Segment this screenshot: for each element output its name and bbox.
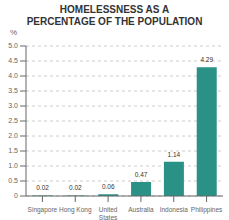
svg-text:2.0: 2.0 bbox=[8, 132, 18, 139]
svg-text:Indonesia: Indonesia bbox=[160, 206, 189, 213]
svg-text:0.06: 0.06 bbox=[102, 183, 115, 190]
svg-text:4.0: 4.0 bbox=[8, 72, 18, 79]
svg-text:1.14: 1.14 bbox=[168, 151, 181, 158]
svg-text:Hong Kong: Hong Kong bbox=[59, 206, 92, 214]
svg-text:5.0: 5.0 bbox=[8, 42, 18, 49]
svg-text:4.29: 4.29 bbox=[200, 56, 213, 63]
svg-text:1.0: 1.0 bbox=[8, 162, 18, 169]
svg-text:1.5: 1.5 bbox=[8, 147, 18, 154]
svg-text:Australia: Australia bbox=[128, 206, 154, 213]
svg-text:4.5: 4.5 bbox=[8, 57, 18, 64]
svg-text:0.02: 0.02 bbox=[69, 184, 82, 191]
svg-text:2.5: 2.5 bbox=[8, 117, 18, 124]
svg-text:0.02: 0.02 bbox=[36, 184, 49, 191]
svg-text:0.47: 0.47 bbox=[135, 171, 148, 178]
svg-text:0.5: 0.5 bbox=[8, 177, 18, 184]
svg-text:3.5: 3.5 bbox=[8, 87, 18, 94]
html-text:HOMELESSNESS AS A: HOMELESSNESS AS A bbox=[59, 4, 170, 15]
svg-text:Philippines: Philippines bbox=[191, 206, 223, 214]
html-text:PERCENTAGE OF THE POPULATION: PERCENTAGE OF THE POPULATION bbox=[26, 16, 203, 27]
svg-text:0: 0 bbox=[14, 192, 18, 199]
svg-text:Singapore: Singapore bbox=[28, 206, 58, 214]
svg-text:UnitedStates: UnitedStates bbox=[99, 206, 118, 220]
svg-text:3.0: 3.0 bbox=[8, 102, 18, 109]
